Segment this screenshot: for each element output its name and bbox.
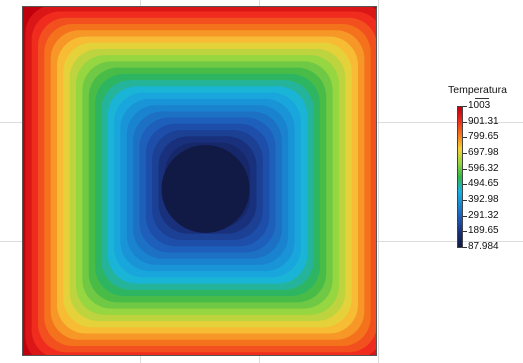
colorbar-tick-label: 189.65 (468, 225, 499, 237)
colorbar-tick-label: 901.31 (468, 115, 499, 127)
colorbar-tick-label: 799.65 (468, 131, 499, 143)
colorbar-tick-label: 291.32 (468, 209, 499, 221)
temperature-field (23, 7, 376, 355)
colorbar-tick-label: 596.32 (468, 162, 499, 174)
colorbar-tick (463, 121, 467, 123)
colorbar-tick-label: 87.984 (468, 241, 499, 252)
colorbar-tick-label: 1003 (468, 100, 491, 111)
colorbar-title: Temperatura (448, 84, 507, 96)
colorbar-tick (463, 168, 467, 170)
gridline-vertical (378, 0, 379, 363)
colorbar-tick (463, 106, 467, 107)
colorbar-gradient (457, 106, 463, 248)
temperature-core (161, 145, 250, 233)
colorbar-tick (463, 215, 467, 217)
colorbar-tick-label: 697.98 (468, 147, 499, 158)
colorbar-tick (463, 231, 467, 233)
colorbar-tick (463, 184, 467, 186)
colorbar-tick (463, 137, 467, 139)
temperature-contour-plot (22, 6, 377, 356)
colorbar-title-underline (475, 98, 489, 99)
colorbar-tick-label: 494.65 (468, 178, 499, 190)
colorbar-tick-label: 392.98 (468, 194, 499, 205)
colorbar-legend: Temperatura 1003 901.31 799.65 697.98 596.32… (448, 84, 520, 264)
colorbar-tick (463, 247, 467, 248)
colorbar-tick (463, 153, 467, 154)
colorbar-tick (463, 200, 467, 201)
